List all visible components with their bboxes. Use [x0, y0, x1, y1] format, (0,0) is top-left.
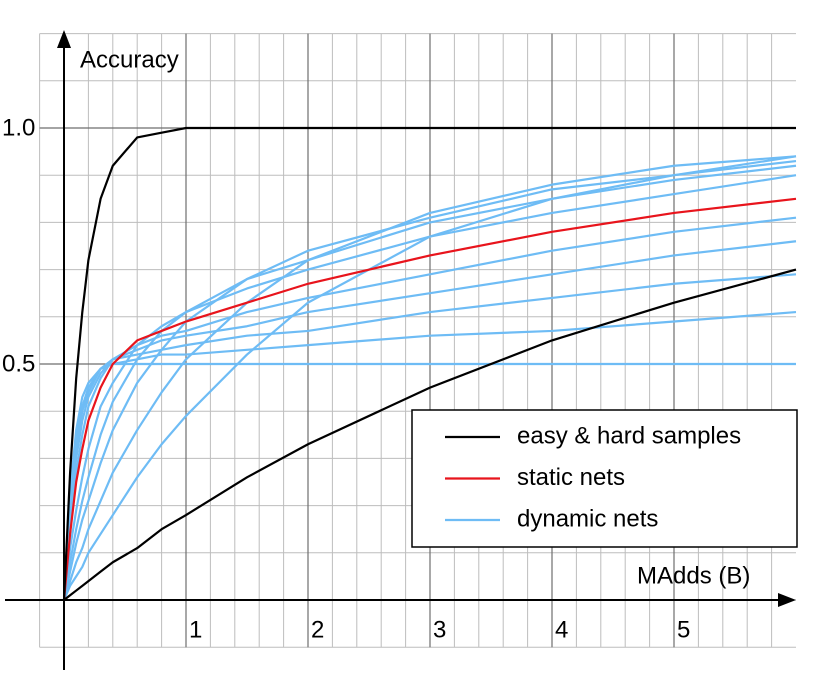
series-line [62, 197, 797, 601]
x-axis-label: MAdds (B) [637, 562, 750, 589]
legend-label: static nets [517, 464, 625, 491]
series-line [62, 240, 797, 601]
tick-labels: 1 2 3 4 5 0.5 1.0 [2, 114, 690, 643]
y-axis-label: Accuracy [80, 46, 179, 73]
series-line [62, 159, 797, 601]
series-line [62, 126, 796, 601]
series-line [62, 310, 797, 601]
series-line [62, 155, 797, 601]
x-axis-arrow [778, 593, 796, 607]
x-tick-label: 1 [189, 616, 202, 643]
y-axis-arrow [57, 30, 71, 48]
y-tick-label: 1.0 [2, 114, 35, 141]
series-line [63, 268, 797, 601]
x-tick-label: 5 [677, 616, 690, 643]
legend: easy & hard samples static nets dynamic ne… [411, 409, 798, 548]
axes [5, 30, 796, 670]
y-tick-label: 0.5 [2, 350, 35, 377]
plot-lines [62, 126, 797, 601]
x-tick-label: 2 [311, 616, 324, 643]
legend-label: easy & hard samples [517, 422, 741, 449]
series-line [62, 216, 797, 601]
series-line [62, 155, 797, 601]
x-tick-label: 4 [555, 616, 568, 643]
legend-label: dynamic nets [517, 505, 658, 532]
series-line [62, 273, 797, 601]
x-tick-label: 3 [433, 616, 446, 643]
